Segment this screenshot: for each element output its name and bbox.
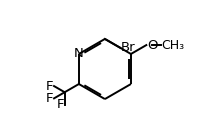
Text: Br: Br <box>121 41 136 54</box>
Text: F: F <box>57 98 64 111</box>
Text: F: F <box>46 80 54 93</box>
Text: O: O <box>147 39 157 52</box>
Text: F: F <box>46 92 54 105</box>
Text: CH₃: CH₃ <box>162 39 185 52</box>
Text: N: N <box>74 47 84 60</box>
